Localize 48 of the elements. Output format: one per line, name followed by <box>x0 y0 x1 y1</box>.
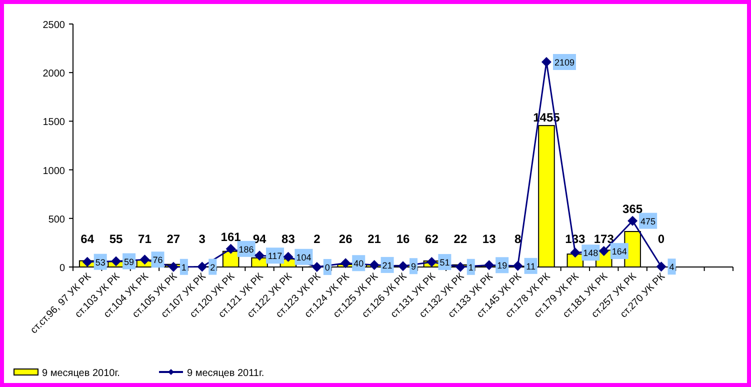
data-label: 148 <box>583 248 598 258</box>
data-label: 19 <box>497 260 508 271</box>
data-label: 104 <box>296 252 312 262</box>
data-label: 161 <box>220 230 242 244</box>
data-label: 76 <box>152 255 163 266</box>
y-tick-label: 0 <box>59 263 66 274</box>
data-label: 164 <box>612 246 627 257</box>
data-label: 16 <box>396 232 410 246</box>
data-label: 2 <box>314 232 321 246</box>
data-label: 59 <box>124 256 134 267</box>
data-label: 117 <box>268 251 282 262</box>
data-label: 2109 <box>554 58 574 68</box>
data-label: 0 <box>658 232 665 246</box>
data-label: 186 <box>238 244 254 254</box>
data-label: 365 <box>622 202 643 216</box>
data-label: 1 <box>181 262 186 272</box>
data-label: 475 <box>640 216 656 226</box>
data-label: 40 <box>354 258 364 269</box>
data-label: 94 <box>252 232 267 246</box>
data-label: 53 <box>95 257 106 268</box>
data-label: 173 <box>594 232 614 246</box>
data-label: 64 <box>80 232 94 246</box>
data-label: 2 <box>210 262 216 272</box>
data-label: 55 <box>109 232 124 246</box>
data-label: 13 <box>482 232 496 246</box>
legend-label: 9 месяцев 2010г. <box>42 368 120 379</box>
y-tick-label: 2000 <box>42 68 66 80</box>
y-tick-label: 1500 <box>42 117 66 128</box>
data-label: 83 <box>282 232 296 246</box>
data-label: 21 <box>368 232 382 246</box>
y-tick-label: 2500 <box>42 20 66 31</box>
data-label: 4 <box>669 262 674 272</box>
legend-label: 9 месяцев 2011г. <box>187 368 264 379</box>
data-label: 9 <box>410 262 416 272</box>
y-tick-label: 500 <box>48 214 66 226</box>
data-label: 1 <box>468 262 474 272</box>
data-label: 27 <box>166 232 180 246</box>
data-label: 51 <box>440 258 450 268</box>
data-label: 3 <box>198 232 206 246</box>
data-label: 8 <box>514 232 522 246</box>
data-label: 26 <box>338 232 353 246</box>
data-label: 11 <box>526 261 536 272</box>
data-label: 62 <box>425 232 439 246</box>
data-label: 0 <box>324 262 330 272</box>
data-label: 71 <box>138 232 152 246</box>
y-tick-label: 1000 <box>42 166 66 177</box>
data-label: 22 <box>454 232 468 246</box>
data-label: 21 <box>382 260 392 270</box>
